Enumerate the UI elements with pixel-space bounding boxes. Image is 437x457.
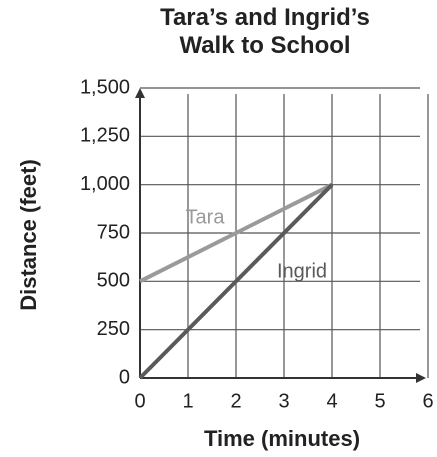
line-series bbox=[138, 183, 334, 380]
y-tick-label: 250 bbox=[97, 318, 130, 340]
y-axis-label: Distance (feet) bbox=[16, 159, 41, 311]
x-tick-label: 1 bbox=[182, 390, 193, 412]
y-tick-label: 1,500 bbox=[80, 76, 130, 98]
series-label: Ingrid bbox=[277, 260, 327, 282]
x-axis-label: Time (minutes) bbox=[204, 426, 360, 451]
line-series bbox=[139, 182, 333, 284]
x-tick-label: 0 bbox=[134, 390, 145, 412]
chart-title: Tara’s and Ingrid’s Walk to School bbox=[160, 4, 370, 59]
x-tick-label: 4 bbox=[326, 390, 337, 412]
y-tick-label: 500 bbox=[97, 270, 130, 292]
y-tick-label: 750 bbox=[97, 221, 130, 243]
y-tick-label: 1,250 bbox=[80, 125, 130, 147]
x-tick-label: 5 bbox=[374, 390, 385, 412]
x-tick-label: 3 bbox=[278, 390, 289, 412]
series-label: Tara bbox=[186, 206, 226, 228]
y-tick-label: 0 bbox=[119, 366, 130, 388]
x-tick-label: 2 bbox=[230, 390, 241, 412]
x-tick-label: 6 bbox=[422, 390, 433, 412]
y-tick-label: 1,000 bbox=[80, 173, 130, 195]
x-axis-arrow bbox=[416, 373, 426, 383]
y-axis-arrow bbox=[135, 88, 145, 98]
